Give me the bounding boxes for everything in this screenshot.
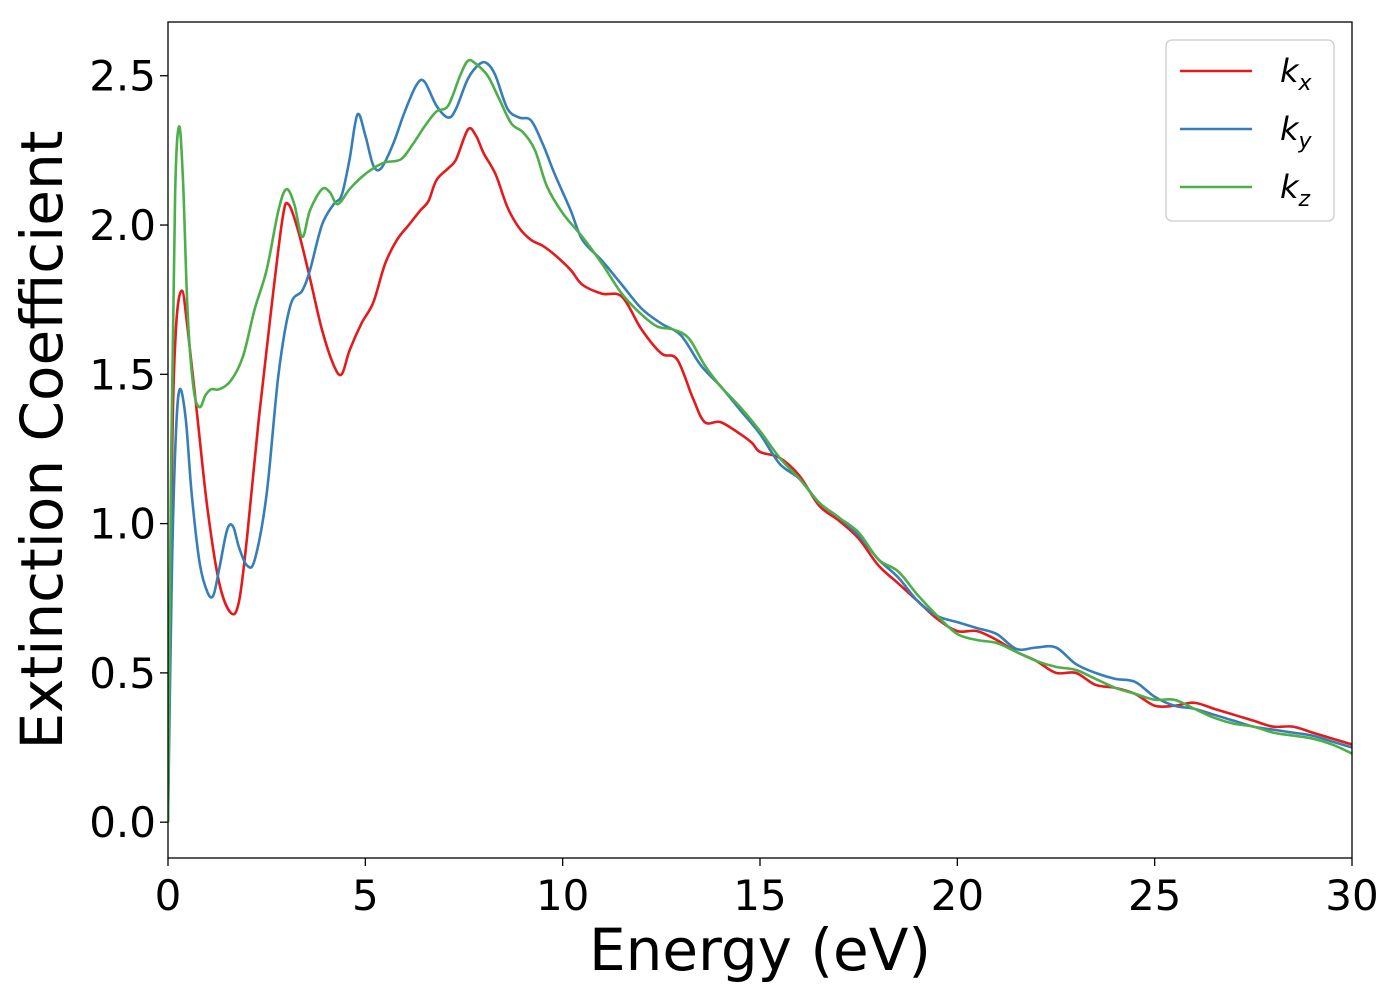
legend-box [1165, 39, 1335, 222]
legend-label-subscript: x [1298, 71, 1313, 96]
legend-label-kz: kz [1280, 168, 1311, 212]
y-tick-label: 1.0 [89, 500, 156, 549]
series-line-kx [168, 126, 1352, 823]
x-tick-label: 0 [155, 871, 182, 920]
series-group [168, 58, 1352, 823]
x-tick-label: 15 [733, 871, 786, 920]
x-axis: 0 5 10 15 20 25 30 [155, 858, 1379, 920]
x-tick-label: 25 [1128, 871, 1181, 920]
y-tick-label: 2.5 [89, 52, 156, 101]
x-tick-label: 10 [536, 871, 589, 920]
series-line-kz [168, 58, 1352, 823]
legend-label-kx: kx [1280, 52, 1313, 96]
legend-label-subscript: z [1298, 187, 1311, 212]
y-tick-label: 1.5 [89, 350, 156, 399]
x-tick-label: 20 [931, 871, 984, 920]
y-tick-label: 0.5 [89, 649, 156, 698]
legend-label-subscript: y [1298, 129, 1313, 154]
y-tick-label: 2.0 [89, 201, 156, 250]
y-tick-label: 0.0 [89, 798, 156, 847]
legend-label-ky: ky [1280, 110, 1313, 154]
x-tick-label: 30 [1325, 871, 1378, 920]
y-axis: 0.0 0.5 1.0 1.5 2.0 2.5 [89, 52, 168, 847]
series-line-ky [168, 60, 1352, 823]
y-axis-label: Extinction Coefficient [8, 131, 76, 750]
legend-label-main: k [1280, 52, 1300, 90]
x-tick-label: 5 [352, 871, 379, 920]
legend-label-main: k [1280, 110, 1300, 148]
legend-label-main: k [1280, 168, 1300, 206]
x-axis-label: Energy (eV) [589, 916, 931, 984]
